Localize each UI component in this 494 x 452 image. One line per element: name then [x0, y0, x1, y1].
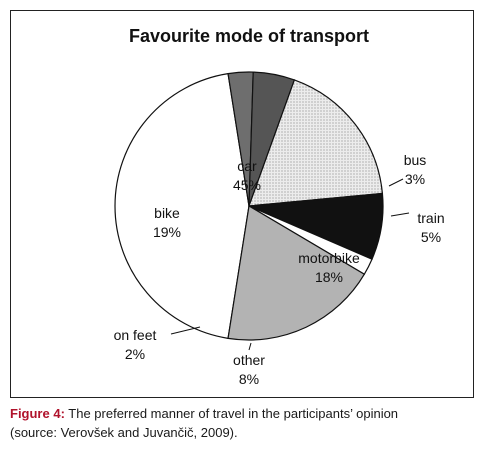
pie-slice-car — [114, 72, 250, 340]
slice-name-bike: bike — [154, 205, 180, 221]
slice-label-bike: bike 19% — [153, 205, 181, 240]
slice-percent-on-feet: 2% — [125, 346, 145, 362]
pie-chart: Favourite mode of transport car 45% bus 3% t… — [114, 26, 445, 387]
slice-label-on-feet: on feet 2% — [114, 327, 157, 362]
slice-name-train: train — [417, 210, 444, 226]
caption-text-line2: (source: Verovšek and Juvančič, 2009). — [10, 425, 238, 440]
slice-percent-train: 5% — [421, 229, 441, 245]
slice-label-train: train 5% — [417, 210, 444, 245]
leader-line-on-feet — [170, 326, 201, 335]
slice-name-motorbike: motorbike — [298, 250, 360, 266]
slice-percent-other: 8% — [239, 371, 259, 387]
figure-frame: Favourite mode of transport car 45% bus 3% t… — [10, 10, 474, 398]
slice-labels: car 45% bus 3% train 5% motorbike 18% other 8% on … — [114, 152, 445, 387]
slice-name-other: other — [233, 352, 265, 368]
pie-slice-motorbike — [248, 79, 384, 207]
pie-slices — [114, 71, 384, 341]
pie-slice-bike — [227, 205, 366, 341]
chart-title: Favourite mode of transport — [129, 26, 369, 46]
slice-percent-bike: 19% — [153, 224, 181, 240]
leader-line-bus — [388, 178, 404, 187]
caption-lead: Figure 4: — [10, 406, 65, 421]
figure-caption: Figure 4: The preferred manner of travel… — [10, 404, 484, 442]
slice-label-bus: bus 3% — [404, 152, 427, 187]
slice-name-bus: bus — [404, 152, 427, 168]
leader-line-train — [390, 212, 410, 217]
slice-name-on-feet: on feet — [114, 327, 157, 343]
slice-label-motorbike: motorbike 18% — [298, 250, 360, 285]
leader-lines — [170, 178, 410, 351]
leader-line-other — [248, 342, 252, 351]
slice-percent-motorbike: 18% — [315, 269, 343, 285]
slice-label-other: other 8% — [233, 352, 265, 387]
caption-text-line1: The preferred manner of travel in the pa… — [64, 406, 399, 421]
slice-label-car: car 45% — [233, 158, 261, 193]
slice-percent-car: 45% — [233, 177, 261, 193]
slice-percent-bus: 3% — [405, 171, 425, 187]
slice-name-car: car — [237, 158, 257, 174]
